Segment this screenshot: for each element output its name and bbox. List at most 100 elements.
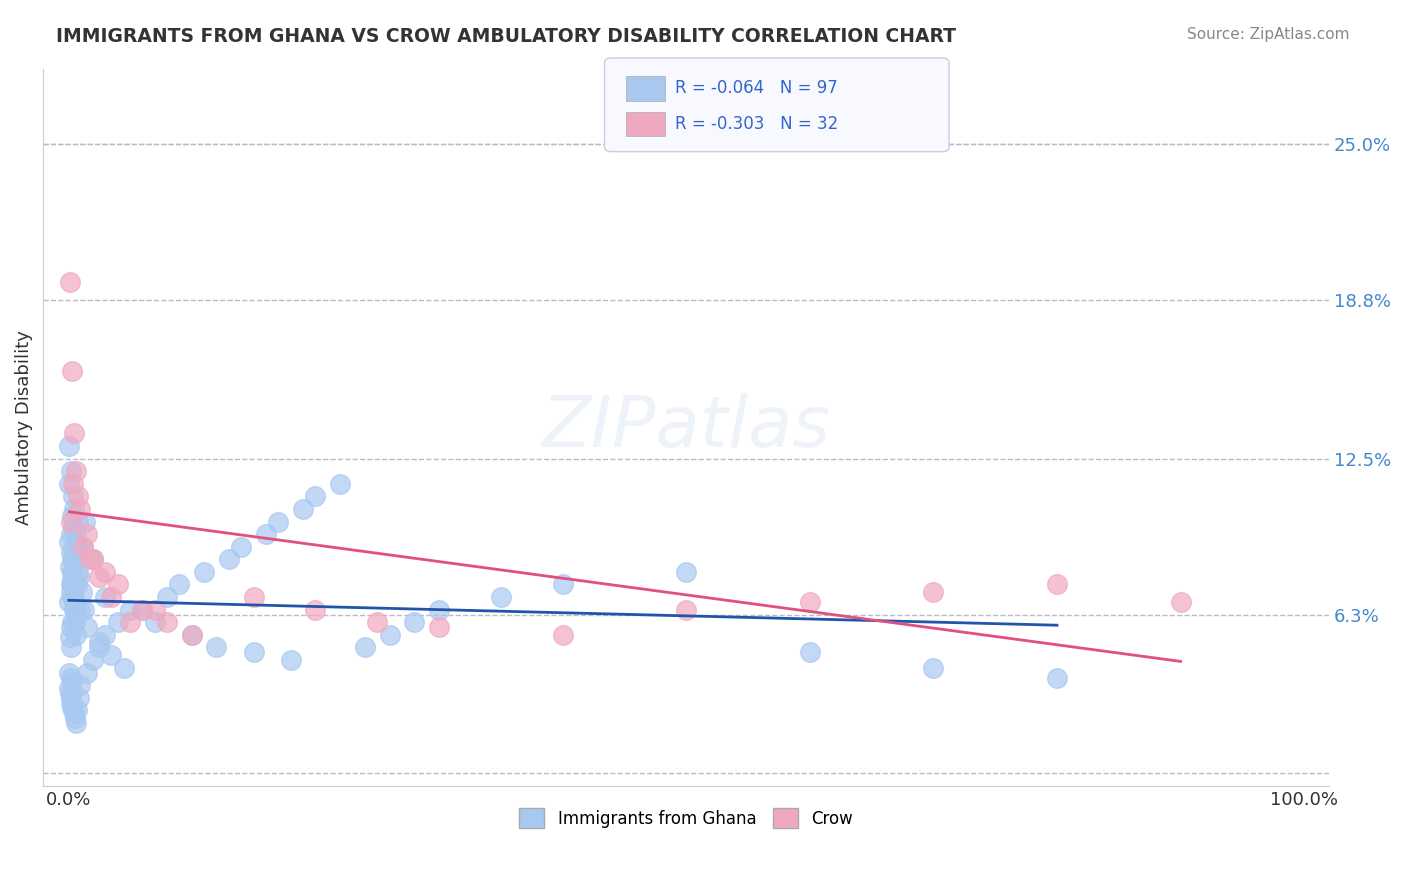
Point <box>63 711 86 725</box>
Point <box>242 590 264 604</box>
Point <box>59 630 82 644</box>
Point <box>100 590 122 604</box>
Point <box>82 653 104 667</box>
Point <box>922 585 945 599</box>
Text: IMMIGRANTS FROM GHANA VS CROW AMBULATORY DISABILITY CORRELATION CHART: IMMIGRANTS FROM GHANA VS CROW AMBULATORY… <box>56 27 956 45</box>
Point <box>62 519 84 533</box>
Point <box>62 700 84 714</box>
Point <box>60 590 83 604</box>
Point <box>65 602 87 616</box>
Point <box>65 607 87 622</box>
Point <box>72 540 94 554</box>
Point <box>60 675 83 690</box>
Text: R = -0.064   N = 97: R = -0.064 N = 97 <box>675 79 838 97</box>
Point <box>66 552 89 566</box>
Point <box>66 489 89 503</box>
Point <box>551 628 574 642</box>
Point <box>66 515 89 529</box>
Point <box>131 602 153 616</box>
Point <box>63 426 86 441</box>
Point <box>169 577 191 591</box>
Point <box>231 540 253 554</box>
Point <box>291 502 314 516</box>
Point <box>59 686 82 700</box>
Point <box>112 660 135 674</box>
Point <box>280 653 302 667</box>
Point <box>67 570 90 584</box>
Point <box>404 615 426 630</box>
Point <box>62 602 84 616</box>
Point <box>63 595 86 609</box>
Point <box>69 502 91 516</box>
Point <box>304 602 326 616</box>
Point <box>65 628 87 642</box>
Point <box>62 706 84 720</box>
Point <box>107 615 129 630</box>
Point <box>218 552 240 566</box>
Point <box>70 585 93 599</box>
Point <box>87 640 110 655</box>
Point <box>58 534 80 549</box>
Point <box>59 671 82 685</box>
Point <box>1046 671 1069 685</box>
Point <box>66 565 89 579</box>
Point <box>1046 577 1069 591</box>
Point <box>378 628 401 642</box>
Point <box>59 515 82 529</box>
Point <box>107 577 129 591</box>
Point <box>58 439 80 453</box>
Point <box>329 476 352 491</box>
Point <box>60 552 83 566</box>
Point <box>60 570 83 584</box>
Point <box>62 577 84 591</box>
Point <box>353 640 375 655</box>
Point <box>143 602 166 616</box>
Point <box>60 545 83 559</box>
Point <box>675 602 697 616</box>
Y-axis label: Ambulatory Disability: Ambulatory Disability <box>15 330 32 524</box>
Point <box>62 577 84 591</box>
Point <box>69 540 91 554</box>
Point <box>59 464 82 478</box>
Point <box>59 690 82 705</box>
Point <box>799 595 821 609</box>
Point <box>100 648 122 662</box>
Point <box>58 681 80 695</box>
Point <box>60 696 83 710</box>
Point <box>87 635 110 649</box>
Point <box>118 602 141 616</box>
Point <box>59 559 82 574</box>
Point <box>76 665 98 680</box>
Point <box>76 527 98 541</box>
Legend: Immigrants from Ghana, Crow: Immigrants from Ghana, Crow <box>513 801 859 835</box>
Point <box>156 590 179 604</box>
Point <box>69 678 91 692</box>
Point <box>94 590 117 604</box>
Point <box>67 690 90 705</box>
Point <box>1170 595 1192 609</box>
Point <box>94 565 117 579</box>
Point <box>205 640 228 655</box>
Point <box>59 527 82 541</box>
Point <box>143 615 166 630</box>
Point <box>59 577 82 591</box>
Point <box>427 620 450 634</box>
Text: ZIPatlas: ZIPatlas <box>541 392 831 462</box>
Point <box>59 585 82 599</box>
Point <box>180 628 202 642</box>
Point <box>59 276 82 290</box>
Point <box>427 602 450 616</box>
Point <box>65 464 87 478</box>
Point <box>63 502 86 516</box>
Point <box>180 628 202 642</box>
Point <box>94 628 117 642</box>
Point <box>60 363 83 377</box>
Point <box>87 570 110 584</box>
Point <box>60 640 83 655</box>
Point <box>242 645 264 659</box>
Point <box>65 534 87 549</box>
Point <box>75 515 97 529</box>
Point <box>63 590 86 604</box>
Point <box>675 565 697 579</box>
Point <box>551 577 574 591</box>
